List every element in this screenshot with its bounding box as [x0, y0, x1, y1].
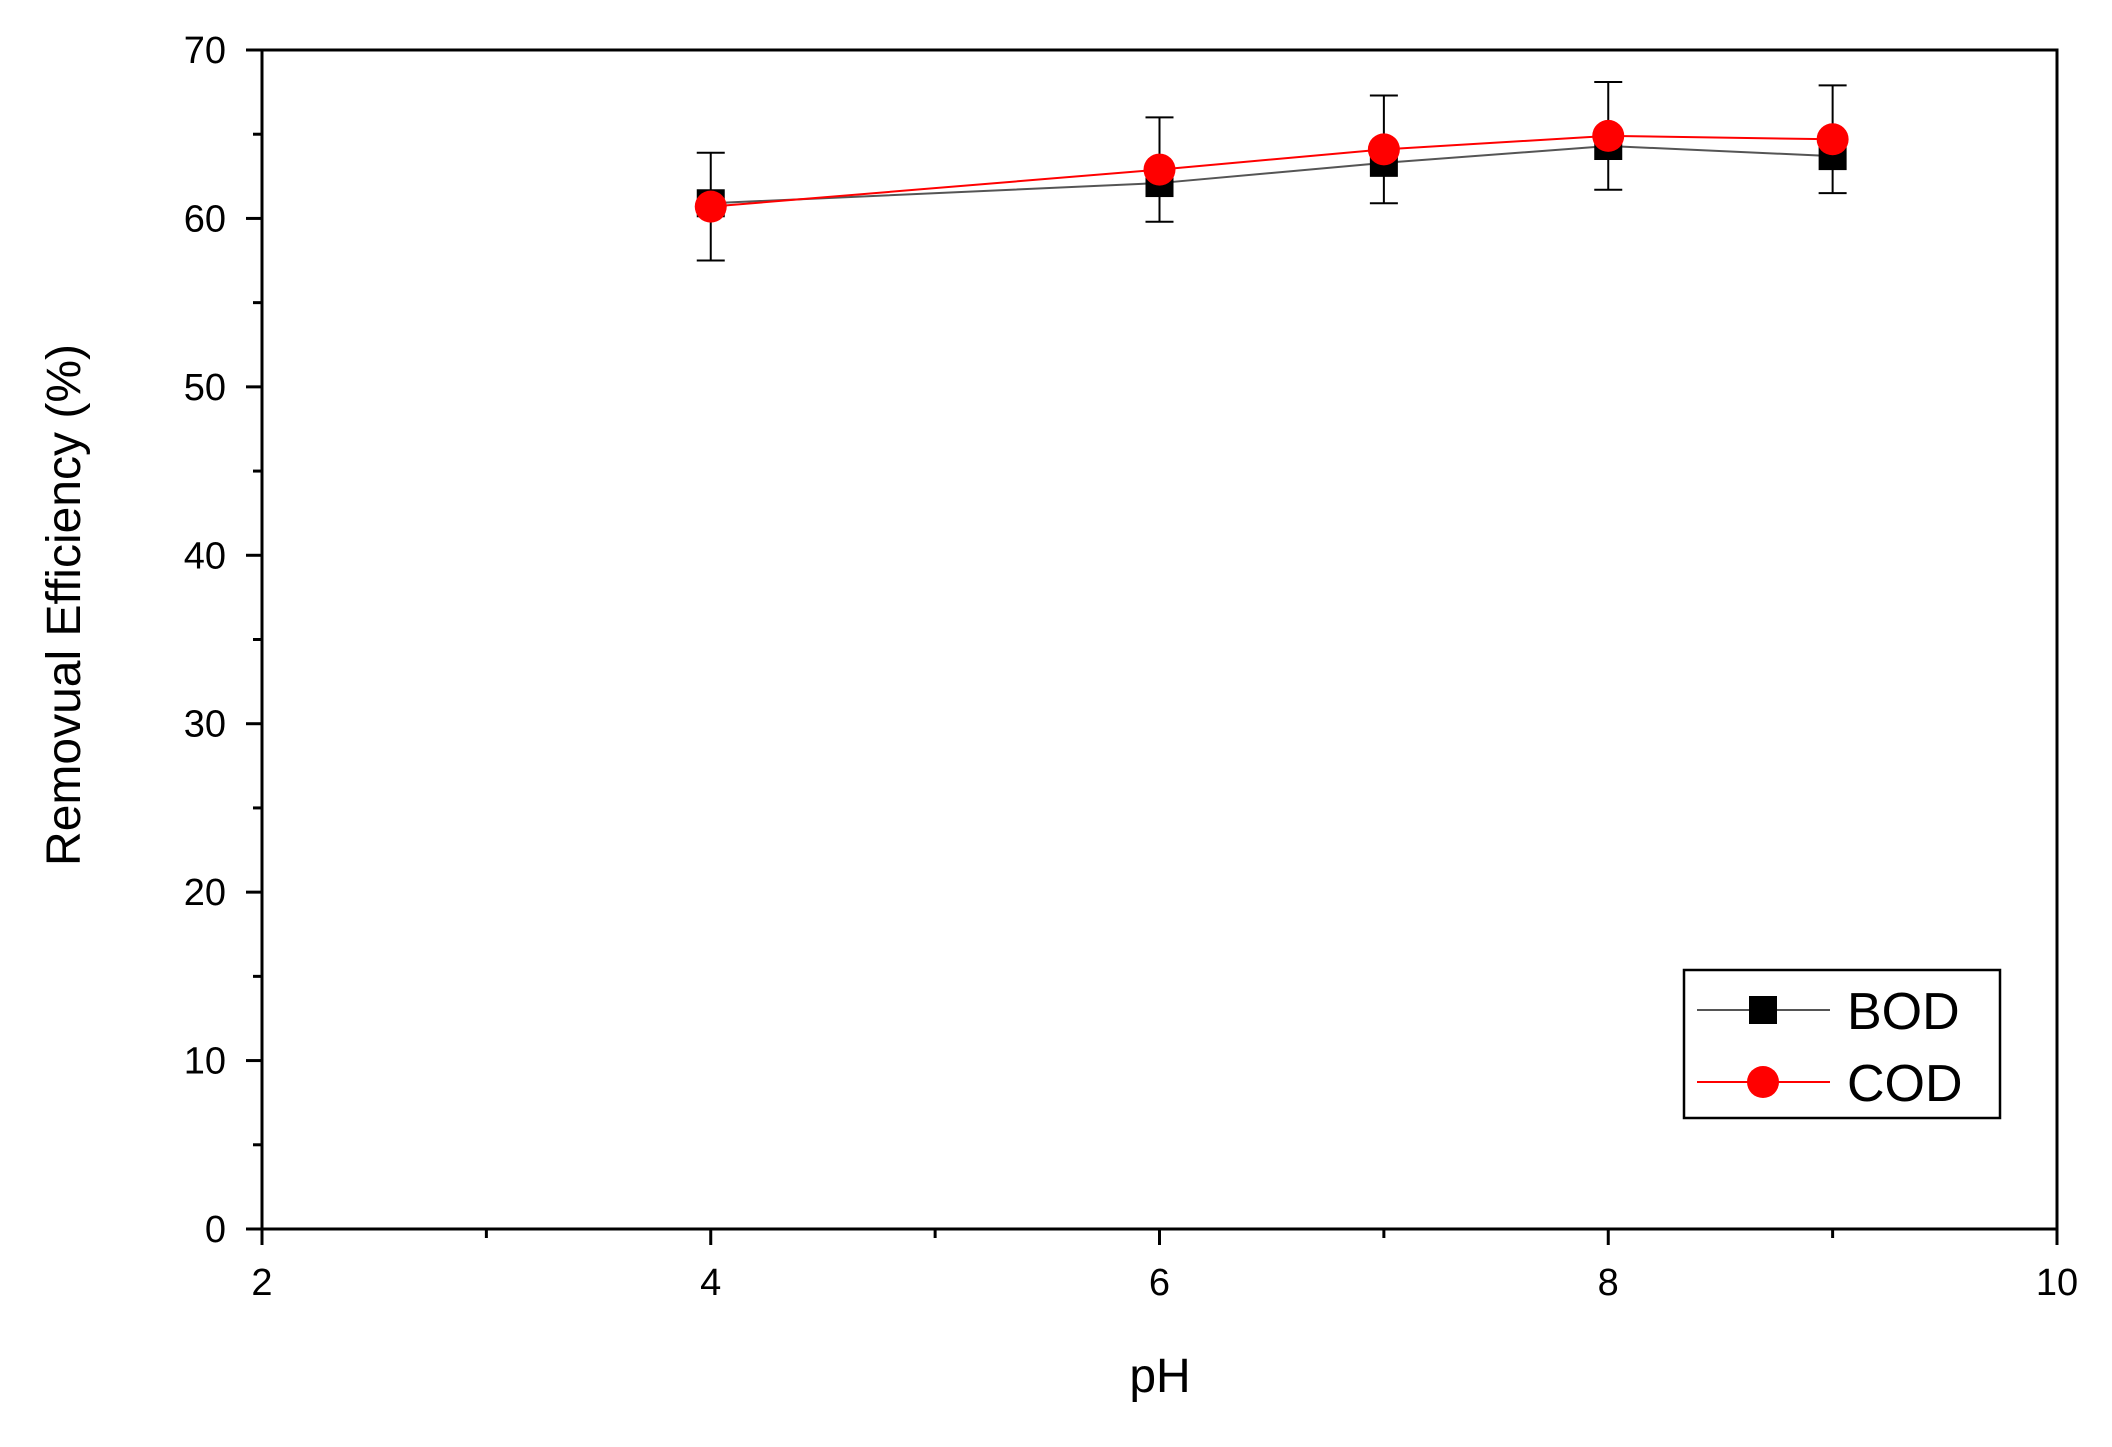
- cod-point: [1143, 153, 1176, 186]
- y-tick-label: 70: [184, 30, 226, 72]
- legend-label-cod: COD: [1847, 1055, 1963, 1113]
- legend-label-bod: BOD: [1847, 983, 1960, 1041]
- y-axis-ticks: [246, 48, 262, 1231]
- legend-item-bod: BOD: [1697, 983, 1960, 1041]
- y-tick-label: 60: [184, 198, 226, 240]
- legend-marker-bod: [1749, 996, 1777, 1024]
- y-tick-label: 30: [184, 704, 226, 746]
- cod-point: [694, 190, 727, 223]
- y-tick-label: 20: [184, 872, 226, 914]
- cod-point: [1592, 119, 1625, 152]
- x-axis-ticks: [260, 1229, 2059, 1245]
- cod-point: [1367, 133, 1400, 166]
- y-axis-title: Removual Efficiency (%): [38, 344, 91, 866]
- x-tick-label: 8: [1598, 1262, 1619, 1304]
- cod-point: [1816, 123, 1849, 156]
- y-tick-label: 50: [184, 367, 226, 409]
- y-axis-tick-labels: 0 10 20 30 40 50 60 70: [184, 30, 226, 1251]
- legend-box: [1682, 968, 2002, 1120]
- x-tick-label: 6: [1149, 1262, 1170, 1304]
- legend-item-cod: COD: [1697, 1055, 1963, 1113]
- x-tick-label: 2: [251, 1262, 272, 1304]
- x-axis-title: pH: [1129, 1350, 1190, 1403]
- series-layer: [694, 81, 1849, 262]
- bod-series-line: [710, 145, 1833, 205]
- x-axis-tick-labels: 2 4 6 8 10: [251, 1262, 2078, 1304]
- x-tick-label: 4: [700, 1262, 721, 1304]
- legend: BOD COD: [1682, 968, 2002, 1120]
- x-tick-label: 10: [2036, 1262, 2078, 1304]
- y-tick-label: 40: [184, 535, 226, 577]
- legend-marker-cod: [1747, 1066, 1779, 1098]
- y-tick-label: 10: [184, 1041, 226, 1083]
- y-tick-label: 0: [205, 1209, 226, 1251]
